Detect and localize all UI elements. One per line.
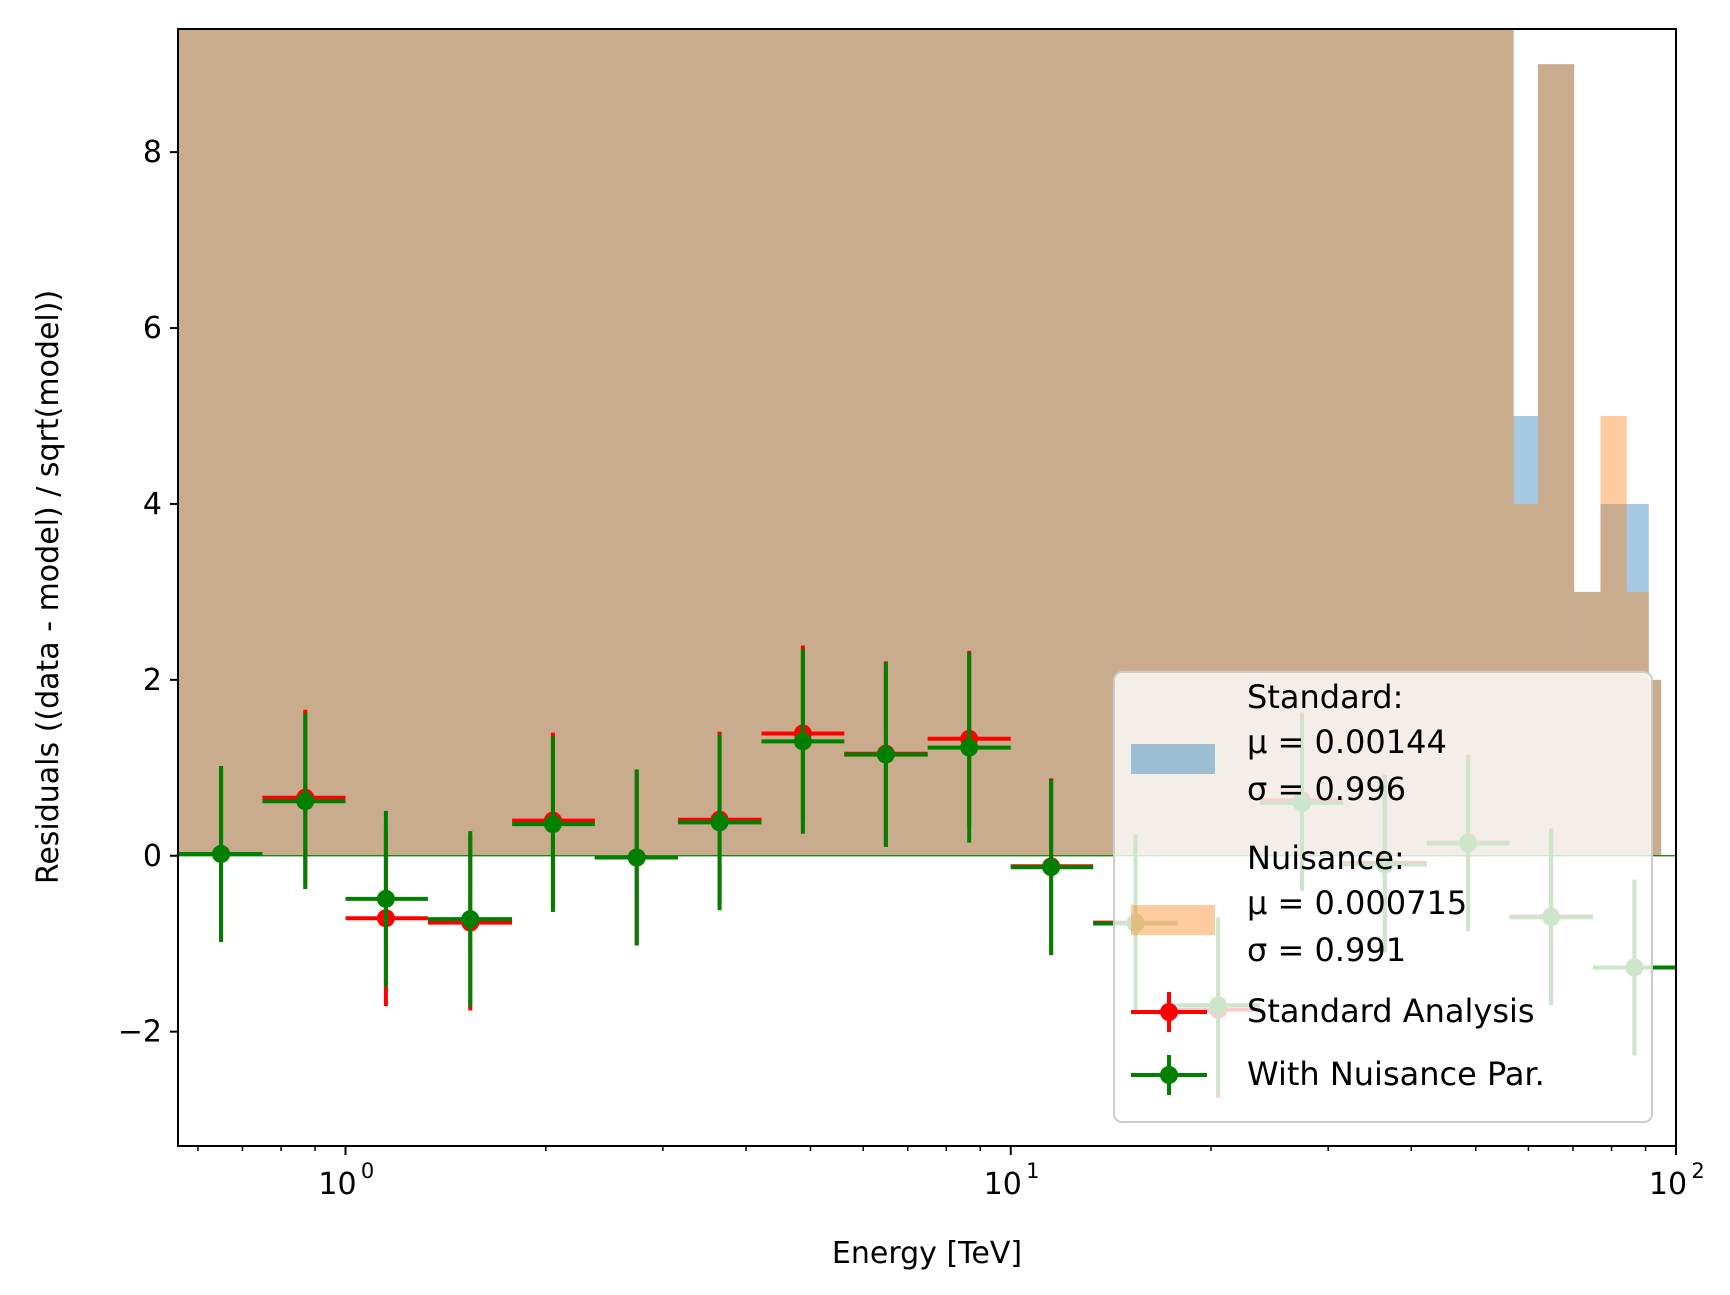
legend-stat: μ = 0.00144 [1247,723,1447,761]
data-point [376,889,395,908]
legend-label: Standard: [1247,678,1403,716]
data-point [960,738,979,757]
legend-stat: σ = 0.991 [1247,931,1406,969]
legend-swatch-nuisance [1131,905,1215,935]
y-tick-label: −2 [118,1015,162,1050]
x-axis-label: Energy [TeV] [832,1236,1022,1271]
data-point [212,844,231,863]
data-point [543,815,562,834]
y-tick-label: 6 [143,311,162,346]
legend-label: Standard Analysis [1247,992,1535,1030]
legend-stat: μ = 0.000715 [1247,884,1467,922]
legend-frame [1113,671,1653,1123]
legend-marker-point [1160,1003,1178,1021]
legend-label: Nuisance: [1247,839,1405,877]
x-tick-exponent: 2 [1691,1159,1704,1183]
y-tick-label: 4 [143,487,162,522]
data-point [296,792,315,811]
y-tick-label: 8 [143,135,162,170]
data-point [876,745,895,764]
data-point [461,910,480,929]
plot-frame [177,28,1677,1147]
legend-swatch-standard [1131,744,1215,774]
y-tick-label: 2 [143,663,162,698]
x-tick-base: 10 [984,1167,1022,1202]
x-tick-exponent: 1 [1026,1159,1039,1183]
x-tick-base: 10 [318,1167,356,1202]
x-tick-label: 10 2 [1649,1159,1705,1202]
legend-stat: σ = 0.996 [1247,770,1406,808]
data-point [793,732,812,751]
data-point [627,848,646,867]
data-point [710,813,729,832]
y-axis-label: Residuals ((data - model) / sqrt(model)) [31,290,66,884]
x-tick-label: 10 0 [318,1159,374,1202]
data-point [1042,858,1061,877]
x-tick-base: 10 [1649,1167,1687,1202]
y-tick-label: 0 [143,839,162,874]
legend-label: With Nuisance Par. [1247,1055,1545,1093]
legend: Standard: μ = 0.00144 σ = 0.996 Nuisance: μ … [1113,671,1653,1123]
x-tick-label: 10 1 [984,1159,1040,1202]
x-tick-exponent: 0 [361,1159,374,1183]
legend-marker-point [1160,1066,1178,1084]
